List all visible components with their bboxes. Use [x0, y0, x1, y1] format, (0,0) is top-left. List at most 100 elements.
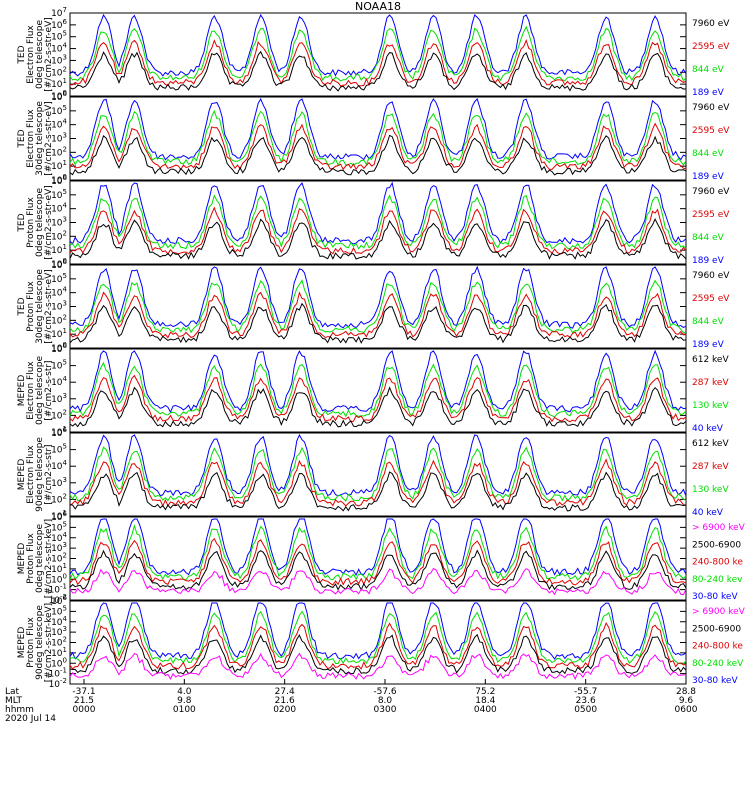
xtick-mlt: 21.6 [275, 696, 295, 706]
legend-label: 7960 eV [692, 187, 730, 197]
chart-title: NOAA18 [355, 0, 401, 13]
series-line-green [69, 610, 687, 665]
series-line-green [69, 194, 687, 250]
ylabel-line: Proton Flux [26, 617, 36, 668]
xtick-hhmm: 0000 [73, 705, 96, 715]
series-line-red [69, 291, 687, 339]
legend-label: 2500-6900 [692, 540, 741, 550]
xtick-lat: 4.0 [177, 687, 192, 697]
ylabel-line: [#/cm2-s-str] [44, 360, 54, 420]
legend-label: 2595 eV [692, 126, 730, 136]
ylabel-line: MEPED [17, 627, 27, 659]
xaxis-row-label: hhmm [5, 705, 34, 715]
ylabel-line: TED [17, 213, 27, 232]
ylabel-line: Electron Flux [26, 445, 36, 504]
legend-label: 240-800 ke [692, 558, 743, 568]
series-line-magenta [69, 567, 687, 596]
ylabel-line: TED [17, 129, 27, 148]
legend-label: 844 eV [692, 65, 725, 75]
legend-label: 7960 eV [692, 103, 730, 113]
series-line-green [69, 446, 687, 502]
series-line-blue [69, 518, 687, 577]
ylabel-line: Proton Flux [26, 533, 36, 584]
series-line-blue [69, 433, 687, 497]
ylabel-line: TED [17, 297, 27, 316]
legend-label: 189 eV [692, 340, 725, 350]
legend-label: 287 keV [692, 462, 729, 472]
legend-label: 844 eV [692, 317, 725, 327]
legend-label: 189 eV [692, 256, 725, 266]
xtick-mlt: 23.6 [576, 696, 596, 706]
series-line-black [69, 471, 687, 512]
series-line-blue [69, 349, 687, 414]
ylabel-line: Electron Flux [26, 25, 36, 84]
legend-label: 240-800 ke [692, 642, 743, 652]
ylabel-line: [#/cm2-s-str-eV] [44, 101, 54, 176]
series-line-red [69, 38, 687, 87]
legend-label: 7960 eV [692, 19, 730, 29]
series-line-blue [69, 97, 687, 161]
xtick-mlt: 9.6 [679, 696, 694, 706]
series-line-black [69, 549, 687, 592]
xaxis-row-label: MLT [5, 696, 23, 706]
ylabel-line: [#/cm2-s-str-keV] [44, 603, 54, 682]
legend-label: 189 eV [692, 88, 725, 98]
ylabel-line: MEPED [17, 375, 27, 407]
ylabel-line: 0deg telescope [35, 524, 45, 594]
legend-label: 130 keV [692, 401, 729, 411]
ylabel-line: TED [17, 45, 27, 64]
ylabel-line: 30deg telescope [35, 269, 45, 344]
xtick-lat: 28.8 [676, 687, 696, 697]
xtick-mlt: 18.4 [475, 696, 495, 706]
series-line-green [69, 524, 687, 581]
legend-label: 7960 eV [692, 271, 730, 281]
series-line-black [69, 633, 687, 675]
legend-label: 189 eV [692, 172, 725, 182]
xtick-lat: -57.6 [373, 687, 397, 697]
ylabel-line: [#/cm2-s-str-keV] [44, 519, 54, 598]
panel-frame-4 [69, 348, 687, 433]
legend-label: 2595 eV [692, 294, 730, 304]
series-line-black [69, 218, 687, 260]
panel-frame-5 [69, 432, 687, 517]
ylabel-line: 0deg telescope [35, 20, 45, 90]
ylabel-line: [#/cm2-s-str-eV] [44, 17, 54, 92]
legend-label: 612 keV [692, 355, 729, 365]
legend-label: 612 keV [692, 439, 729, 449]
xtick-lat: 75.2 [475, 687, 495, 697]
xtick-mlt: 9.8 [177, 696, 192, 706]
ylabel-line: 30deg telescope [35, 101, 45, 176]
series-line-black [69, 134, 687, 176]
xtick-mlt: 8.0 [378, 696, 393, 706]
series-line-green [69, 25, 687, 82]
xtick-hhmm: 0500 [574, 705, 597, 715]
legend-label: 2500-6900 [692, 624, 741, 634]
series-line-green [69, 109, 687, 167]
legend-label: 844 eV [692, 233, 725, 243]
series-line-magenta [69, 652, 687, 681]
ylabel-line: 0deg telescope [35, 356, 45, 426]
xtick-lat: -55.7 [574, 687, 597, 697]
xtick-lat: 27.4 [275, 687, 295, 697]
xtick-hhmm: 0200 [273, 705, 296, 715]
xaxis-row-label: Lat [5, 687, 20, 697]
ylabel-line: Electron Flux [26, 109, 36, 168]
ylabel-line: [#/cm2-s-str-eV] [44, 269, 54, 344]
xtick-lat: -37.1 [72, 687, 95, 697]
legend-label: 80-240 kev [692, 575, 743, 585]
legend-label: 2595 eV [692, 210, 730, 220]
date-label: 2020 Jul 14 [5, 714, 56, 724]
series-line-red [69, 374, 687, 423]
series-line-green [69, 279, 687, 334]
legend-label: > 6900 keV [692, 607, 746, 617]
series-line-blue [69, 602, 687, 660]
legend-label: > 6900 keV [692, 523, 746, 533]
ylabel-line: Proton Flux [26, 197, 36, 248]
ylabel-line: Electron Flux [26, 361, 36, 420]
legend-label: 40 keV [692, 508, 724, 518]
series-line-red [69, 206, 687, 255]
ylabel-line: MEPED [17, 459, 27, 491]
series-line-red [69, 537, 687, 586]
legend-label: 287 keV [692, 378, 729, 388]
